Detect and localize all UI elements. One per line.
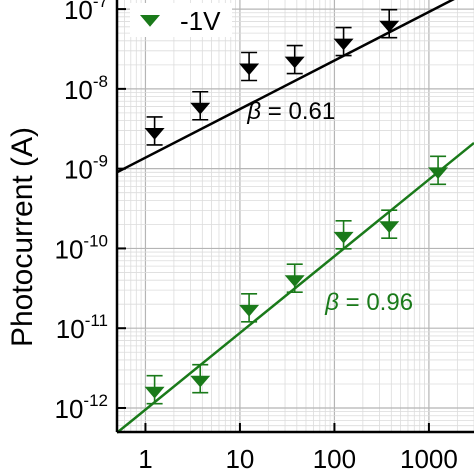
data-point-series-1: [379, 209, 400, 239]
y-tick-exponent: -11: [85, 311, 108, 330]
triangle-marker: [144, 386, 165, 399]
data-point-series-1: [190, 363, 211, 394]
triangle-marker: [239, 63, 260, 76]
legend: -1V: [130, 3, 232, 37]
y-tick-exponent: -8: [93, 72, 108, 91]
grid: [116, 0, 474, 433]
y-tick-label: 10-8: [64, 72, 108, 105]
y-tick-exponent: -12: [83, 391, 108, 410]
triangle-marker: [284, 56, 305, 69]
data-point-series-0: [239, 51, 260, 82]
x-tick-label: 1000: [400, 444, 458, 474]
x-tick-label: 10: [225, 444, 254, 474]
data-point-series-0: [333, 26, 354, 57]
triangle-marker: [190, 102, 211, 115]
y-tick-label: 10-10: [55, 231, 109, 264]
y-tick-exponent: -7: [93, 0, 108, 11]
x-tick-label: 1: [138, 444, 152, 474]
data-point-series-1: [144, 374, 165, 405]
axes: [115, 0, 474, 434]
triangle-marker: [190, 375, 211, 388]
data-point-series-1: [428, 155, 449, 186]
legend-marker-icon: [140, 15, 160, 27]
triangle-marker: [379, 221, 400, 233]
beta-value: = 0.61: [261, 98, 335, 125]
triangle-marker: [144, 128, 165, 140]
y-tick-base: 10: [55, 234, 84, 264]
y-tick-label: 10-12: [55, 391, 109, 424]
triangle-marker: [284, 275, 305, 287]
x-tick-label: 100: [313, 444, 356, 474]
beta-symbol: β: [246, 98, 261, 125]
y-tick-exponent: -10: [83, 231, 108, 250]
beta-annotation: β = 0.61: [246, 98, 335, 125]
beta-symbol: β: [324, 289, 339, 316]
triangle-marker: [333, 231, 354, 244]
data-point-series-1: [239, 293, 260, 323]
data-point-series-0: [284, 44, 305, 75]
beta-annotation: β = 0.96: [324, 289, 413, 316]
beta-value: = 0.96: [339, 289, 413, 316]
data-point-series-0: [190, 90, 211, 121]
y-tick-label: 10-7: [64, 0, 108, 25]
y-tick-label: 10-11: [56, 311, 108, 344]
legend-item: -1V: [130, 3, 232, 37]
triangle-marker: [333, 38, 354, 51]
data-points: [144, 8, 449, 405]
legend-label: -1V: [180, 6, 221, 36]
y-tick-exponent: -9: [93, 152, 108, 171]
triangle-marker: [428, 167, 449, 180]
y-tick-base: 10: [55, 394, 84, 424]
data-point-series-0: [144, 116, 165, 146]
data-point-series-0: [379, 8, 400, 39]
y-axis-label: Photocurrent (A): [6, 127, 39, 347]
data-point-series-1: [333, 219, 354, 250]
y-tick-base: 10: [56, 314, 85, 344]
annotations: β = 0.61β = 0.96: [246, 98, 413, 316]
y-tick-base: 10: [64, 155, 93, 185]
y-tick-base: 10: [64, 0, 93, 25]
triangle-marker: [239, 304, 260, 317]
y-tick-label: 10-9: [64, 152, 108, 185]
y-tick-base: 10: [64, 75, 93, 105]
triangle-marker: [379, 20, 400, 33]
data-point-series-1: [284, 263, 305, 293]
fit-line-series-0: [116, 0, 455, 174]
